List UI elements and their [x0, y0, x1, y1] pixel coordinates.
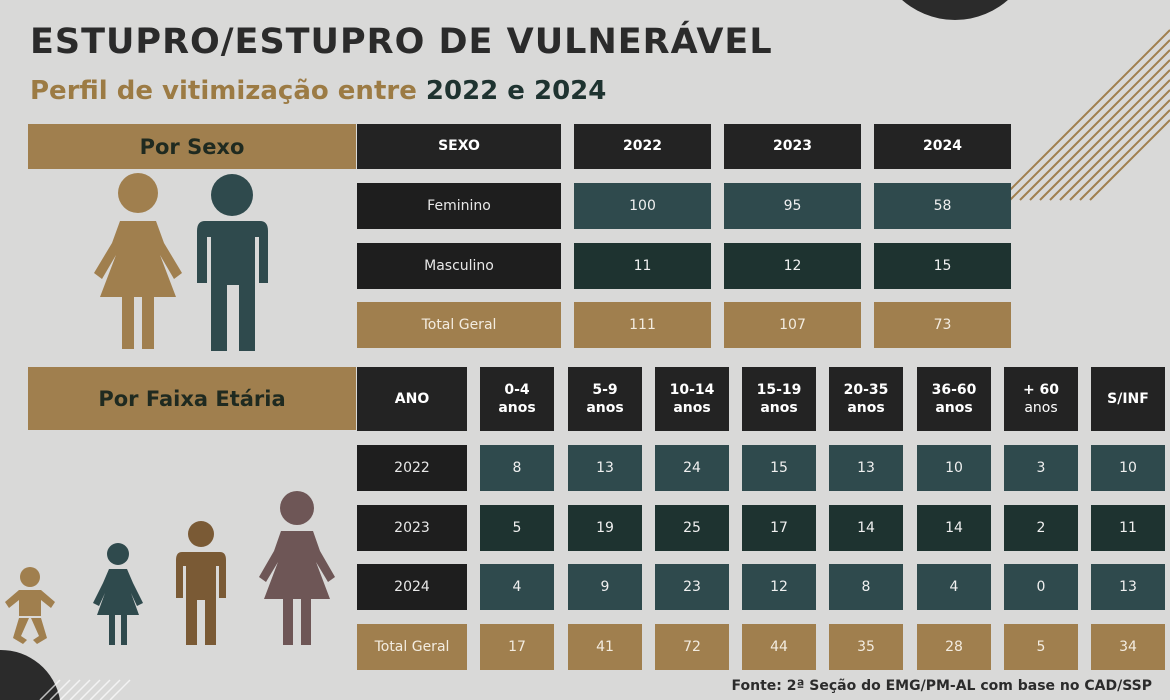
age-header-col: S/INF — [1091, 367, 1165, 431]
age-cell: 15 — [742, 445, 816, 491]
age-total-cell: 28 — [917, 624, 991, 670]
age-total-label: Total Geral — [357, 624, 467, 670]
subtitle-prefix: Perfil de vitimização entre — [30, 76, 426, 106]
age-col-top: + 60 — [1022, 381, 1060, 398]
page-title: ESTUPRO/ESTUPRO DE VULNERÁVEL — [30, 22, 773, 62]
source-footnote: Fonte: 2ª Seção do EMG/PM-AL com base no… — [731, 678, 1152, 694]
subtitle-years: 2022 e 2024 — [425, 76, 607, 106]
age-header-col: 36-60 anos — [917, 367, 991, 431]
section-por-faixa-etaria: Por Faixa Etária — [28, 367, 356, 430]
age-cell: 8 — [829, 564, 903, 610]
age-cell: 5 — [480, 505, 554, 551]
age-row-label: 2024 — [357, 564, 467, 610]
sex-cell: 11 — [574, 243, 711, 289]
age-header-col: 15-19 anos — [742, 367, 816, 431]
age-cell: 13 — [1091, 564, 1165, 610]
page-subtitle: Perfil de vitimização entre 2022 e 2024 — [30, 76, 606, 106]
age-total-cell: 72 — [655, 624, 729, 670]
age-row-label: 2023 — [357, 505, 467, 551]
age-total-cell: 5 — [1004, 624, 1078, 670]
sex-total-label: Total Geral — [357, 302, 561, 348]
sex-header-year: 2024 — [874, 124, 1011, 169]
age-col-top: 10-14 — [669, 381, 715, 398]
age-cell: 24 — [655, 445, 729, 491]
age-total-cell: 34 — [1091, 624, 1165, 670]
sex-total-cell: 73 — [874, 302, 1011, 348]
age-col-bottom: anos — [673, 400, 711, 416]
sex-row-label: Masculino — [357, 243, 561, 289]
age-col-bottom: anos — [1024, 400, 1058, 416]
sex-cell: 100 — [574, 183, 711, 229]
age-col-bottom: anos — [935, 400, 973, 416]
baby-icon — [5, 567, 55, 644]
age-cell: 19 — [568, 505, 642, 551]
sex-header-year: 2022 — [574, 124, 711, 169]
age-cell: 10 — [1091, 445, 1165, 491]
age-total-cell: 35 — [829, 624, 903, 670]
age-cell: 2 — [1004, 505, 1078, 551]
age-col-top: S/INF — [1107, 390, 1149, 407]
age-cell: 0 — [1004, 564, 1078, 610]
teen-icon — [176, 521, 226, 645]
section-por-sexo: Por Sexo — [28, 124, 356, 169]
age-col-bottom: anos — [498, 400, 536, 416]
woman-icon — [94, 173, 182, 349]
age-header-col: 10-14 anos — [655, 367, 729, 431]
age-cell: 14 — [917, 505, 991, 551]
sex-cell: 12 — [724, 243, 861, 289]
sex-row-label: Feminino — [357, 183, 561, 229]
age-cell: 4 — [480, 564, 554, 610]
age-col-top: 0-4 — [504, 381, 530, 398]
man-icon — [197, 174, 268, 351]
age-col-top: 20-35 — [843, 381, 889, 398]
age-cell: 11 — [1091, 505, 1165, 551]
age-cell: 23 — [655, 564, 729, 610]
age-header-col: 0-4 anos — [480, 367, 554, 431]
age-cell: 13 — [829, 445, 903, 491]
age-row-label: 2022 — [357, 445, 467, 491]
age-col-bottom: anos — [760, 400, 798, 416]
sex-cell: 15 — [874, 243, 1011, 289]
age-cell: 8 — [480, 445, 554, 491]
age-cell: 14 — [829, 505, 903, 551]
age-header-col: + 60 anos — [1004, 367, 1078, 431]
age-total-cell: 17 — [480, 624, 554, 670]
age-cell: 4 — [917, 564, 991, 610]
age-header-col: 20-35 anos — [829, 367, 903, 431]
child-icon — [93, 543, 143, 645]
age-cell: 9 — [568, 564, 642, 610]
age-col-bottom: anos — [586, 400, 624, 416]
adult-woman-icon — [259, 491, 335, 645]
age-col-top: 5-9 — [592, 381, 618, 398]
sex-cell: 58 — [874, 183, 1011, 229]
sex-total-cell: 107 — [724, 302, 861, 348]
age-cell: 17 — [742, 505, 816, 551]
age-cell: 10 — [917, 445, 991, 491]
age-total-cell: 44 — [742, 624, 816, 670]
age-col-bottom: anos — [847, 400, 885, 416]
sex-total-cell: 111 — [574, 302, 711, 348]
age-total-cell: 41 — [568, 624, 642, 670]
sex-header-label: SEXO — [357, 124, 561, 169]
age-header-col: 5-9 anos — [568, 367, 642, 431]
age-header-label: ANO — [357, 367, 467, 431]
sex-header-year: 2023 — [724, 124, 861, 169]
age-cell: 13 — [568, 445, 642, 491]
sex-cell: 95 — [724, 183, 861, 229]
age-col-top: 36-60 — [931, 381, 977, 398]
age-cell: 12 — [742, 564, 816, 610]
age-col-top: 15-19 — [756, 381, 802, 398]
age-cell: 3 — [1004, 445, 1078, 491]
age-cell: 25 — [655, 505, 729, 551]
